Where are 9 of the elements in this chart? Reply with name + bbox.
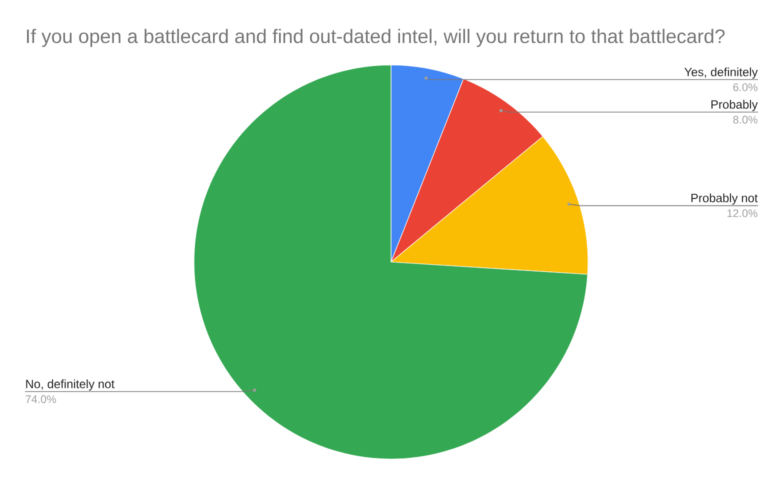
data-label: 8.0% (733, 116, 758, 124)
slice-label: No, definitely not (26, 379, 114, 391)
data-label: 6.0% (733, 83, 758, 92)
slice-label: Yes, definitely (684, 67, 758, 79)
chart-title: If you open a battlecard and find out-dated intel, will you return to that battlecard? (26, 28, 725, 48)
slice-label: Probably (711, 100, 758, 112)
data-label: 12.0% (727, 209, 758, 218)
data-label: 74.0% (26, 395, 56, 404)
slice-label: Probably not (691, 193, 758, 205)
